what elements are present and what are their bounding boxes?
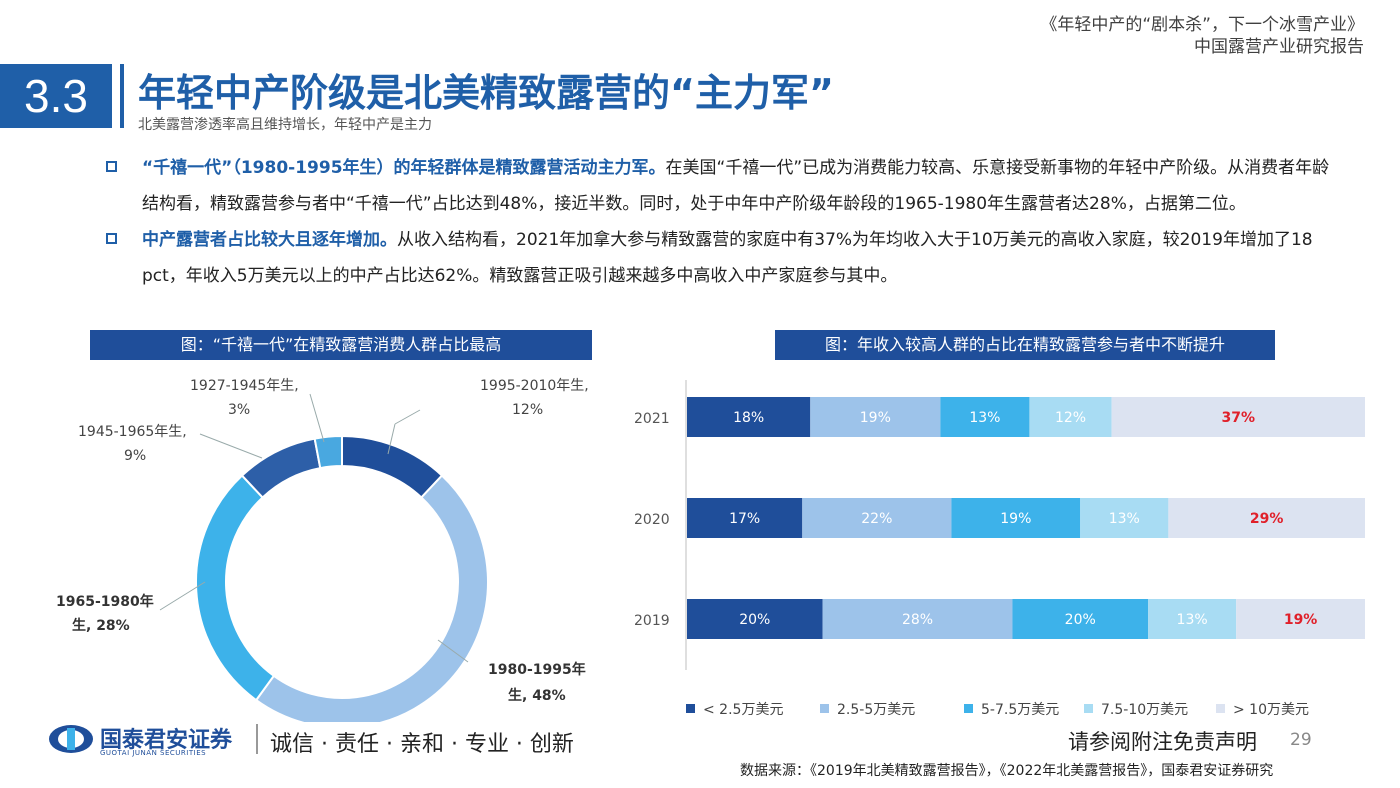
data-source: 数据来源：《2019年北美精致露营报告》，《2022年北美露营报告》，国泰君安证… [740,763,1274,779]
donut-chart: 1995-2010年生, 12% 1927-1945年生, 3% 1945-19… [56,378,589,722]
bullet-item: 中产露营者占比较大且逐年增加。从收入结构看，2021年加拿大参与精致露营的家庭中… [100,222,1340,294]
category-label: 2020 [634,512,670,528]
bullet-text: 在美国“千禧一代”已成为消费能力较高、乐意接受新事物的年轻中产阶级。从消费者年龄… [142,158,1330,214]
bar-value-label: 17% [729,511,760,527]
slice-label: 1927-1945年生, [190,378,299,394]
leader-line [387,423,396,455]
bar-value-label: 13% [1177,612,1208,628]
leader-line [309,393,325,443]
legend-label: 2.5-5万美元 [837,702,915,718]
bar-segment [940,397,1030,437]
slice-value-label: 生, 28% [72,617,130,634]
category-label: 2019 [634,613,670,629]
donut-slice [240,437,322,499]
legend-label: > 10万美元 [1233,702,1309,718]
legend-label: 7.5-10万美元 [1101,702,1188,718]
bar-segment [1236,599,1365,639]
donut-chart-title: 图：“千禧一代”在精致露营消费人群占比最高 [90,330,592,360]
page-number: 29 [1290,730,1312,750]
bar-value-label: 13% [1109,511,1140,527]
bar-segment [802,498,952,538]
bar-value-label: 28% [902,612,933,628]
bar-segment [810,397,941,437]
footer-divider [256,724,258,754]
slice-label: 1980-1995年 [488,661,586,678]
slice-value-label: 12% [512,402,543,418]
legend-label: 5-7.5万美元 [981,702,1059,718]
slice-label: 1965-1980年 [56,593,154,610]
legend-swatch [1216,704,1225,713]
bar-value-label: 29% [1250,511,1284,527]
bar-chart-title: 图：年收入较高人群的占比在精致露营参与者中不断提升 [775,330,1275,360]
slice-label: 1995-2010年生, [480,378,589,394]
company-logo-text: 国泰君安证券 [100,728,233,753]
leader-line [437,639,469,663]
bar-value-label: 19% [860,410,891,426]
leader-line [159,581,206,611]
bar-segment [1168,498,1365,538]
bullet-highlight: “千禧一代”（1980-1995年生）的年轻群体是精致露营活动主力军。 [142,158,666,178]
leader-line [394,409,421,425]
legend-swatch [1084,704,1093,713]
report-title-line1: 《年轻中产的“剧本杀”，下一个冰雪产业》 [1040,15,1364,35]
company-logo-icon [48,724,94,754]
slice-label: 1945-1965年生, [78,424,187,440]
page-subtitle: 北美露营渗透率高且维持增长，年轻中产是主力 [138,117,432,133]
leader-line [199,433,263,459]
bar-segment [1012,599,1149,639]
disclaimer-text: 请参阅附注免责声明 [1068,730,1257,754]
bar-value-label: 37% [1222,410,1256,426]
bar-value-label: 18% [733,410,764,426]
donut-slice [313,434,343,470]
footer-slogan: 诚信 · 责任 · 亲和 · 专业 · 创新 [270,732,574,757]
bar-value-label: 13% [969,410,1000,426]
bar-segment [1111,397,1365,437]
category-label: 2021 [634,411,670,427]
page-title: 年轻中产阶级是北美精致露营的“主力军” [138,71,834,115]
bar-segment [951,498,1081,538]
section-number: 3.3 [0,64,112,128]
bullet-highlight: 中产露营者占比较大且逐年增加。 [142,230,397,250]
report-title-line2: 中国露营产业研究报告 [1194,37,1364,57]
company-logo-en: GUOTAI JUNAN SECURITIES [100,749,207,757]
bar-segment [1029,397,1112,437]
bar-value-label: 20% [739,612,770,628]
bullet-square-icon [106,233,117,244]
legend-swatch [964,704,973,713]
bullet-text: 从收入结构看，2021年加拿大参与精致露营的家庭中有37%为年均收入大于10万美… [142,230,1313,286]
bullet-item: “千禧一代”（1980-1995年生）的年轻群体是精致露营活动主力军。在美国“千… [100,150,1340,222]
legend-swatch [820,704,829,713]
legend-label: < 2.5万美元 [703,702,783,718]
slice-value-label: 3% [228,402,250,418]
bar-segment [687,397,811,437]
slice-value-label: 9% [124,448,146,464]
bar-value-label: 19% [1000,511,1031,527]
stacked-bar-chart: 2021 18% 19% 13% 12% 37% 2020 17% 22% 19% 13% 29% 20… [634,380,1365,718]
bar-value-label: 12% [1055,410,1086,426]
bar-segment [687,599,823,639]
donut-slice [195,474,276,702]
donut-slice [341,434,444,499]
bar-value-label: 19% [1284,612,1318,628]
bullet-list: “千禧一代”（1980-1995年生）的年轻群体是精致露营活动主力军。在美国“千… [100,150,1340,294]
report-title: 《年轻中产的“剧本杀”，下一个冰雪产业》 中国露营产业研究报告 [1040,14,1364,58]
bar-value-label: 20% [1065,612,1096,628]
legend-swatch [686,704,695,713]
donut-slice [254,474,489,722]
bar-segment [822,599,1013,639]
bar-segment [687,498,803,538]
bar-segment [1080,498,1169,538]
bullet-square-icon [106,161,117,172]
bar-value-label: 22% [861,511,892,527]
bar-segment [1148,599,1237,639]
slice-value-label: 生, 48% [508,687,566,704]
section-divider [120,64,124,128]
